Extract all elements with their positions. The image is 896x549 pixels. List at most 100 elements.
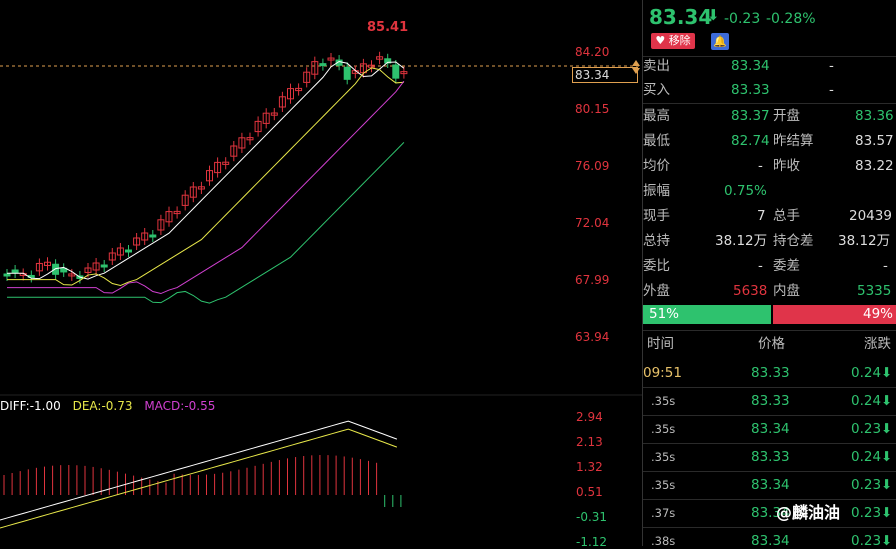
divider: [643, 527, 896, 528]
amplitude-label: 振幅: [643, 183, 670, 199]
prev-settle-value: 83.57: [855, 133, 894, 149]
heart-icon: ♥: [655, 34, 666, 47]
inner-label: 内盘: [773, 283, 800, 299]
down-arrow-icon: ⬇: [881, 421, 893, 437]
candle-body: [206, 170, 213, 182]
candle-body: [141, 232, 149, 241]
outer-value: 5638: [733, 283, 768, 299]
prev-close-label: 昨收: [773, 158, 800, 174]
candle-body: [262, 112, 270, 124]
tick-time: .35s: [651, 422, 676, 436]
avg-label: 均价: [643, 158, 670, 174]
sell-label: 卖出: [643, 58, 670, 74]
candle-body: [214, 161, 222, 174]
candle-body: [173, 210, 181, 215]
ma-line-yellow: [7, 67, 404, 287]
candle-body: [108, 252, 116, 261]
tick-time: .35s: [651, 394, 676, 408]
divider: [643, 471, 896, 472]
down-arrow-icon: ⬇: [707, 6, 720, 24]
candle-body: [60, 267, 68, 273]
tick-price: 83.34: [751, 477, 790, 493]
remove-watchlist-button[interactable]: ♥ 移除: [651, 33, 695, 49]
candle-body: [311, 61, 319, 75]
high-label: 最高: [643, 108, 670, 124]
candle-body: [400, 71, 408, 75]
order-ratio-label: 委比: [643, 258, 670, 274]
divider: [643, 56, 896, 57]
buy-price: 83.33: [731, 82, 770, 98]
prev-close-value: 83.22: [855, 158, 894, 174]
tick-change: 0.24: [851, 365, 882, 381]
current-vol-label: 现手: [643, 208, 670, 224]
price-down-marker: [632, 68, 640, 74]
divider: [643, 103, 896, 104]
y-axis-label: 84.20: [575, 45, 610, 59]
candle-body: [246, 137, 254, 141]
y-axis-label: 80.15: [575, 102, 610, 116]
candle-body: [270, 112, 278, 116]
alert-button[interactable]: 🔔: [711, 33, 729, 50]
candle-body: [392, 64, 400, 79]
dea-line: [0, 428, 398, 529]
candle-body: [368, 64, 375, 68]
buy-volume: -: [829, 82, 834, 98]
y-axis-label: 72.04: [575, 216, 610, 230]
candle-body: [278, 96, 286, 108]
down-arrow-icon: ⬇: [881, 505, 893, 521]
open-value: 83.36: [855, 108, 894, 124]
prev-settle-label: 昨结算: [773, 133, 814, 149]
divider: [643, 499, 896, 500]
tick-time: .35s: [651, 450, 676, 464]
down-arrow-icon: ⬇: [881, 533, 893, 549]
macd-axis-label: -0.31: [576, 510, 608, 524]
candle-body: [11, 269, 19, 274]
kline-chart[interactable]: 85.41 83.34 84.20 80.15 76.09 72.04 67.9…: [0, 0, 642, 549]
tick-time: .35s: [651, 478, 676, 492]
candle-body: [116, 247, 124, 256]
macd-axis-label: -1.12: [576, 535, 608, 549]
tick-time: .37s: [651, 506, 676, 520]
macd-legend: DIFF:-1.00 DEA:-0.73 MACD:-0.55: [0, 399, 223, 413]
candle-body: [92, 262, 100, 271]
buy-sell-ratio-bar: 51% 49%: [643, 305, 896, 324]
kline-svg[interactable]: [0, 0, 642, 546]
order-diff-value: -: [883, 258, 888, 274]
tick-change: 0.24: [851, 393, 882, 409]
candle-body: [157, 219, 165, 231]
watermark: @麟油油: [776, 503, 841, 522]
ma-line-green: [7, 142, 405, 304]
oi-diff-label: 持仓差: [773, 233, 814, 249]
ma-line-white: [7, 60, 405, 280]
candle-body: [319, 63, 327, 67]
high-value: 83.37: [731, 108, 770, 124]
candle-body: [181, 194, 189, 206]
candle-body: [335, 59, 343, 66]
macd-axis-label: 1.32: [576, 460, 603, 474]
tick-change: 0.23: [851, 505, 882, 521]
bell-icon: 🔔: [713, 35, 727, 48]
candle-body: [238, 137, 246, 149]
y-axis-label: 63.94: [575, 330, 610, 344]
tick-price: 83.33: [751, 449, 790, 465]
quote-panel: 83.34 ⬇ -0.23 -0.28% ♥ 移除 🔔 卖出 83.34 - 买…: [642, 0, 896, 549]
candle-body: [343, 66, 351, 80]
ticks-time-header: 时间: [647, 336, 674, 352]
candle-body: [68, 273, 76, 277]
candle-body: [3, 273, 11, 277]
candle-body: [295, 87, 303, 92]
macd-axis-label: 2.13: [576, 435, 603, 449]
y-axis-label: 67.99: [575, 273, 610, 287]
price-up-marker: [632, 60, 640, 66]
divider: [643, 443, 896, 444]
tick-price: 83.34: [751, 505, 790, 521]
candle-body: [303, 71, 311, 83]
candle-body: [287, 88, 294, 100]
open-label: 开盘: [773, 108, 800, 124]
oi-diff-value: 38.12万: [838, 233, 891, 249]
current-price-tag: 83.34: [572, 67, 638, 83]
candle-body: [165, 211, 173, 223]
tick-change: 0.23: [851, 477, 882, 493]
tick-price: 83.33: [751, 365, 790, 381]
tick-time: 09:51: [643, 365, 682, 381]
